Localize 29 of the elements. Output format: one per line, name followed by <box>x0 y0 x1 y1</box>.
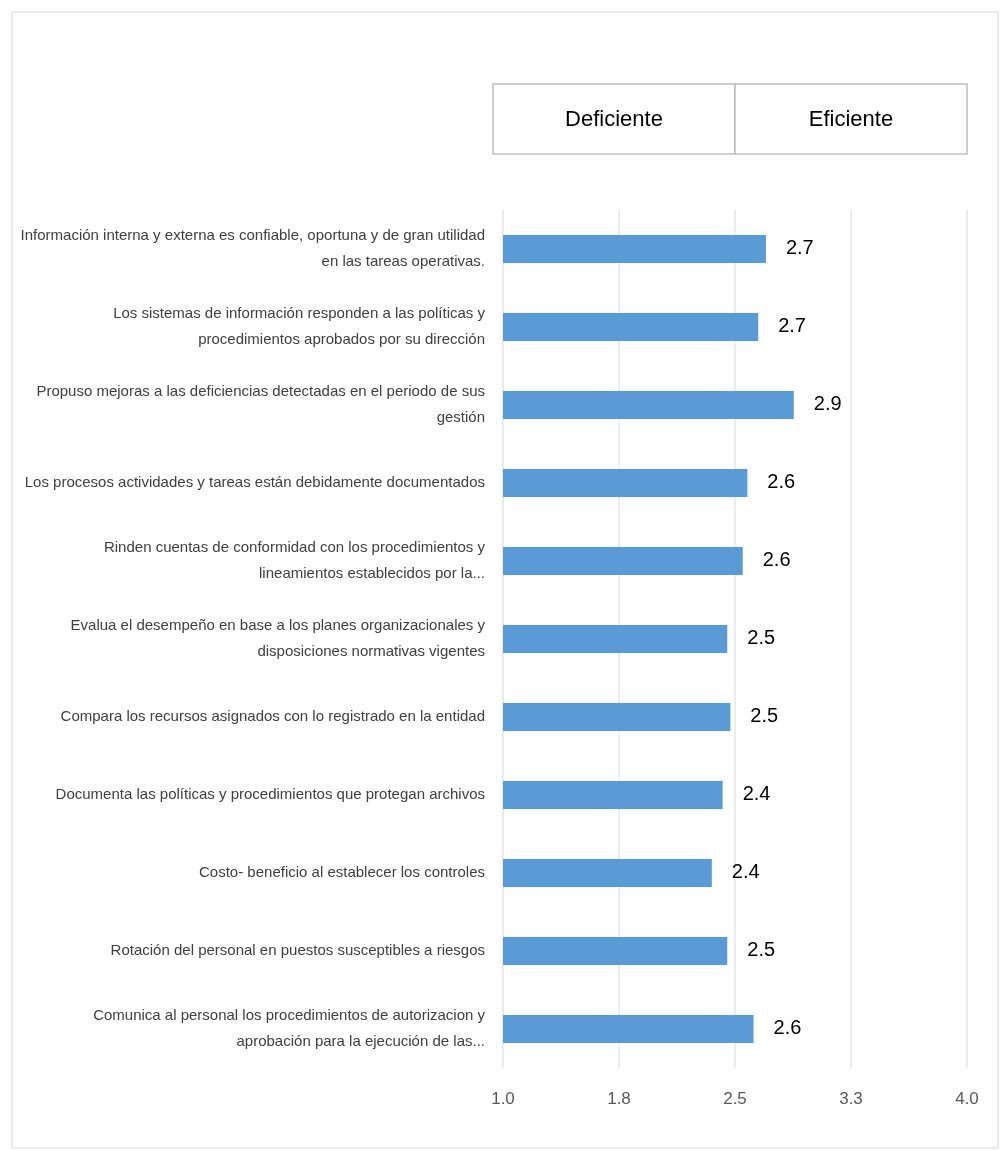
y-tick-label: Evalua el desempeño en base a los planes organizacionales y disposiciones normativas vigentes <box>70 615 486 659</box>
y-tick-label: Compara los recursos asignados con lo registrado en la entidad <box>60 706 485 724</box>
text: Eficiente <box>808 105 894 131</box>
data-label: 2.6 <box>762 548 791 571</box>
data-label: 2.7 <box>785 236 814 259</box>
data-label: 2.6 <box>773 1016 802 1039</box>
data-label: 2.5 <box>750 704 779 727</box>
y-tick-label: Rotación del personal en puestos susceptibles a riesgos <box>110 940 485 958</box>
data-label: 2.7 <box>778 314 807 337</box>
data-label: 2.5 <box>747 938 776 961</box>
x-tick-label: 3.3 <box>839 1089 863 1109</box>
x-tick-label: 4.0 <box>955 1089 979 1109</box>
x-tick-label: 2.5 <box>723 1089 747 1109</box>
y-tick-label: Costo- beneficio al establecer los controles <box>199 862 485 880</box>
text: Deficiente <box>565 105 663 131</box>
x-tick-label: 1.0 <box>491 1089 515 1109</box>
y-tick-label: Comunica al personal los procedimientos de autorizacion y aprobación para la ejecución de las... <box>93 1005 486 1049</box>
data-label: 2.4 <box>742 782 771 805</box>
y-tick-label: Rinden cuentas de conformidad con los procedimientos y lineamientos establecidos por la... <box>103 537 486 581</box>
data-label: 2.4 <box>731 860 760 883</box>
y-tick-label: Propuso mejoras a las deficiencias detectadas en el periodo de sus gestión <box>36 381 485 425</box>
y-tick-label: Documenta las políticas y procedimientos que protegan archivos <box>55 784 485 802</box>
data-label: 2.6 <box>767 470 796 493</box>
data-label: 2.5 <box>747 626 776 649</box>
y-tick-label: Los procesos actividades y tareas están debidamente documentados <box>24 472 485 490</box>
data-label: 2.9 <box>813 392 842 415</box>
y-tick-label: Información interna y externa es confiable, oportuna y de gran utilidad en las tareas operativas. <box>20 225 485 269</box>
x-tick-label: 1.8 <box>607 1089 631 1109</box>
y-tick-label: Los sistemas de información responden a las políticas y procedimientos aprobados por su dirección <box>113 303 486 347</box>
